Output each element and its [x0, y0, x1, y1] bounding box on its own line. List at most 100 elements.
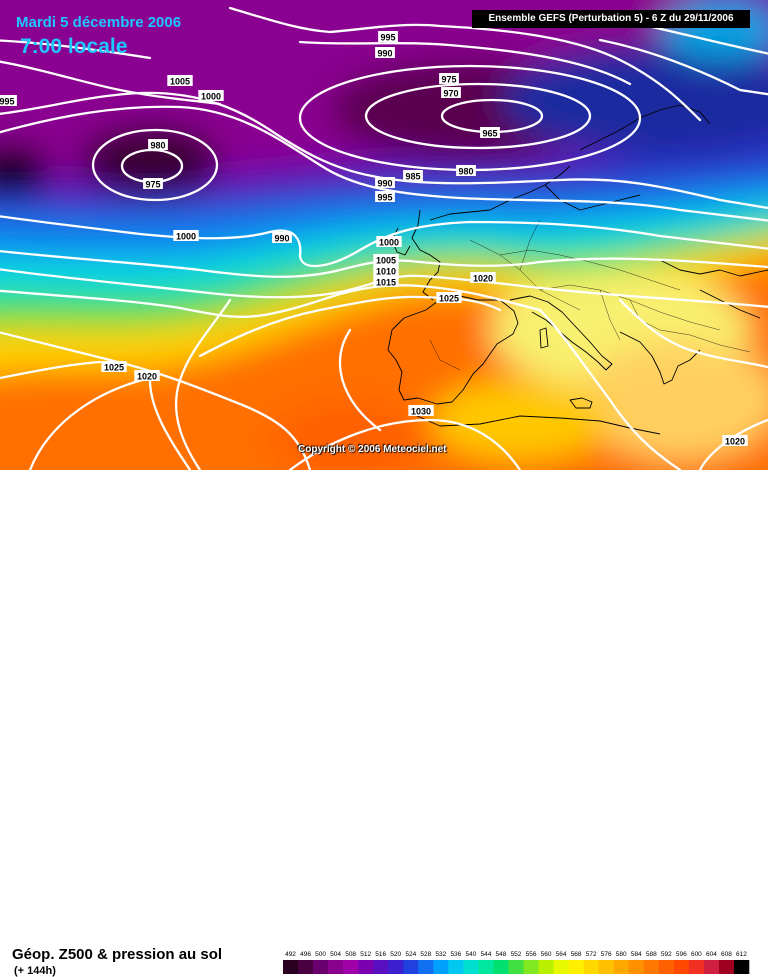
legend-swatch	[283, 960, 299, 974]
legend-tick-label: 600	[691, 951, 702, 958]
legend-tick-label: 536	[450, 951, 461, 958]
isobar-label: 995	[380, 33, 395, 43]
legend-swatch	[493, 960, 509, 974]
isobar-label-bg	[722, 435, 748, 446]
isobar-label-bg	[441, 87, 461, 98]
model-run-banner: Ensemble GEFS (Perturbation 5) - 6 Z du …	[472, 10, 750, 28]
map-footer: Géop. Z500 & pression au sol (+ 144h) 49…	[0, 470, 768, 977]
isobar-label: 995	[0, 97, 15, 107]
legend-tick-label: 580	[616, 951, 627, 958]
isobar-label: 985	[405, 172, 420, 182]
isobar-label-bg	[375, 191, 395, 202]
isobar-label-bg	[134, 370, 160, 381]
legend-swatch	[643, 960, 660, 974]
legend-swatch	[598, 960, 615, 974]
legend-tick-label: 596	[676, 951, 687, 958]
copyright-notice: Copyright © 2006 Meteociel.net	[298, 444, 447, 455]
legend-tick-label: 556	[526, 951, 537, 958]
isobar-label-bg	[148, 139, 168, 150]
isobar-label-bg	[373, 254, 399, 265]
isobar-label: 1025	[104, 363, 124, 373]
legend-swatch	[658, 960, 675, 974]
legend-tick-label: 560	[541, 951, 552, 958]
legend-tick-label: 604	[706, 951, 717, 958]
legend-tick-label: 532	[435, 951, 446, 958]
legend-swatch	[703, 960, 720, 974]
legend-tick-label: 584	[631, 951, 642, 958]
isobar-label: 1000	[379, 238, 399, 248]
isobar-label: 970	[443, 89, 458, 99]
legend-swatch	[343, 960, 359, 974]
isobar-label-bg	[403, 170, 423, 181]
isobar-label: 975	[145, 180, 160, 190]
isobar-label-bg	[143, 178, 163, 189]
legend-tick-label: 520	[390, 951, 401, 958]
isobar-label-bg	[373, 265, 399, 276]
legend-swatch	[733, 960, 750, 974]
legend-swatch	[628, 960, 645, 974]
isobar-label-bg	[470, 272, 496, 283]
isobar-label-bg	[378, 31, 398, 42]
legend-tick-label: 576	[601, 951, 612, 958]
isobar-label: 980	[150, 141, 165, 151]
legend-tick-label: 552	[511, 951, 522, 958]
legend-swatch	[373, 960, 389, 974]
legend-swatch	[478, 960, 494, 974]
isobar-label: 1020	[725, 437, 745, 447]
isobar-label: 980	[458, 167, 473, 177]
isobar-label: 1020	[137, 372, 157, 382]
isobar-label: 990	[377, 49, 392, 59]
map-caption: Géop. Z500 & pression au sol	[12, 946, 223, 963]
isobar-label: 1010	[376, 267, 396, 277]
legend-tick-label: 524	[405, 951, 416, 958]
isobar-label-bg	[375, 47, 395, 58]
legend-swatch	[418, 960, 434, 974]
legend-tick-label: 544	[481, 951, 492, 958]
isobar-label-bg	[0, 95, 17, 106]
isobar-label: 1005	[170, 77, 190, 87]
isobar-label-bg	[436, 292, 462, 303]
legend-tick-label: 564	[556, 951, 567, 958]
legend-tick-label: 548	[496, 951, 507, 958]
isobar-label: 1000	[176, 232, 196, 242]
legend-tick-label: 504	[330, 951, 341, 958]
isobar-label-bg	[167, 75, 193, 86]
legend-tick-label: 516	[375, 951, 386, 958]
legend-swatch	[673, 960, 690, 974]
isobar-label-bg	[456, 165, 476, 176]
legend-swatch	[448, 960, 464, 974]
isobar-label-bg	[408, 405, 434, 416]
legend-tick-label: 512	[360, 951, 371, 958]
isobar-label: 1005	[376, 256, 396, 266]
isobar-label-bg	[480, 127, 500, 138]
legend-swatch	[328, 960, 344, 974]
legend-tick-label: 492	[285, 951, 296, 958]
geopotential-map: 995 990 1005 1000 995 975 970 965 980 975 985 980 99…	[0, 0, 768, 470]
forecast-time: 7:00 locale	[20, 35, 128, 58]
legend-swatch	[583, 960, 599, 974]
legend-swatch	[433, 960, 449, 974]
isobar-label: 1000	[201, 92, 221, 102]
legend-tick-label: 608	[721, 951, 732, 958]
forecast-date: Mardi 5 décembre 2006	[16, 14, 182, 31]
legend-tick-label: 540	[465, 951, 476, 958]
isobar-label-bg	[101, 361, 127, 372]
isobar-label-bg	[376, 236, 402, 247]
isobar-label: 1025	[439, 294, 459, 304]
legend-swatch	[403, 960, 419, 974]
legend-tick-label: 588	[646, 951, 657, 958]
isobar-label-bg	[439, 73, 459, 84]
isobar-label-bg	[375, 177, 395, 188]
isobar-label: 1030	[411, 407, 431, 417]
isobar-label: 1020	[473, 274, 493, 284]
isobar-label: 1015	[376, 278, 396, 288]
isobar-label: 965	[482, 129, 497, 139]
isobar-label-bg	[198, 90, 224, 101]
legend-swatch	[613, 960, 630, 974]
legend-tick-label: 592	[661, 951, 672, 958]
forecast-lead-time: (+ 144h)	[14, 965, 56, 977]
legend-swatch	[388, 960, 404, 974]
legend-tick-label: 572	[586, 951, 597, 958]
legend-swatch	[313, 960, 329, 974]
